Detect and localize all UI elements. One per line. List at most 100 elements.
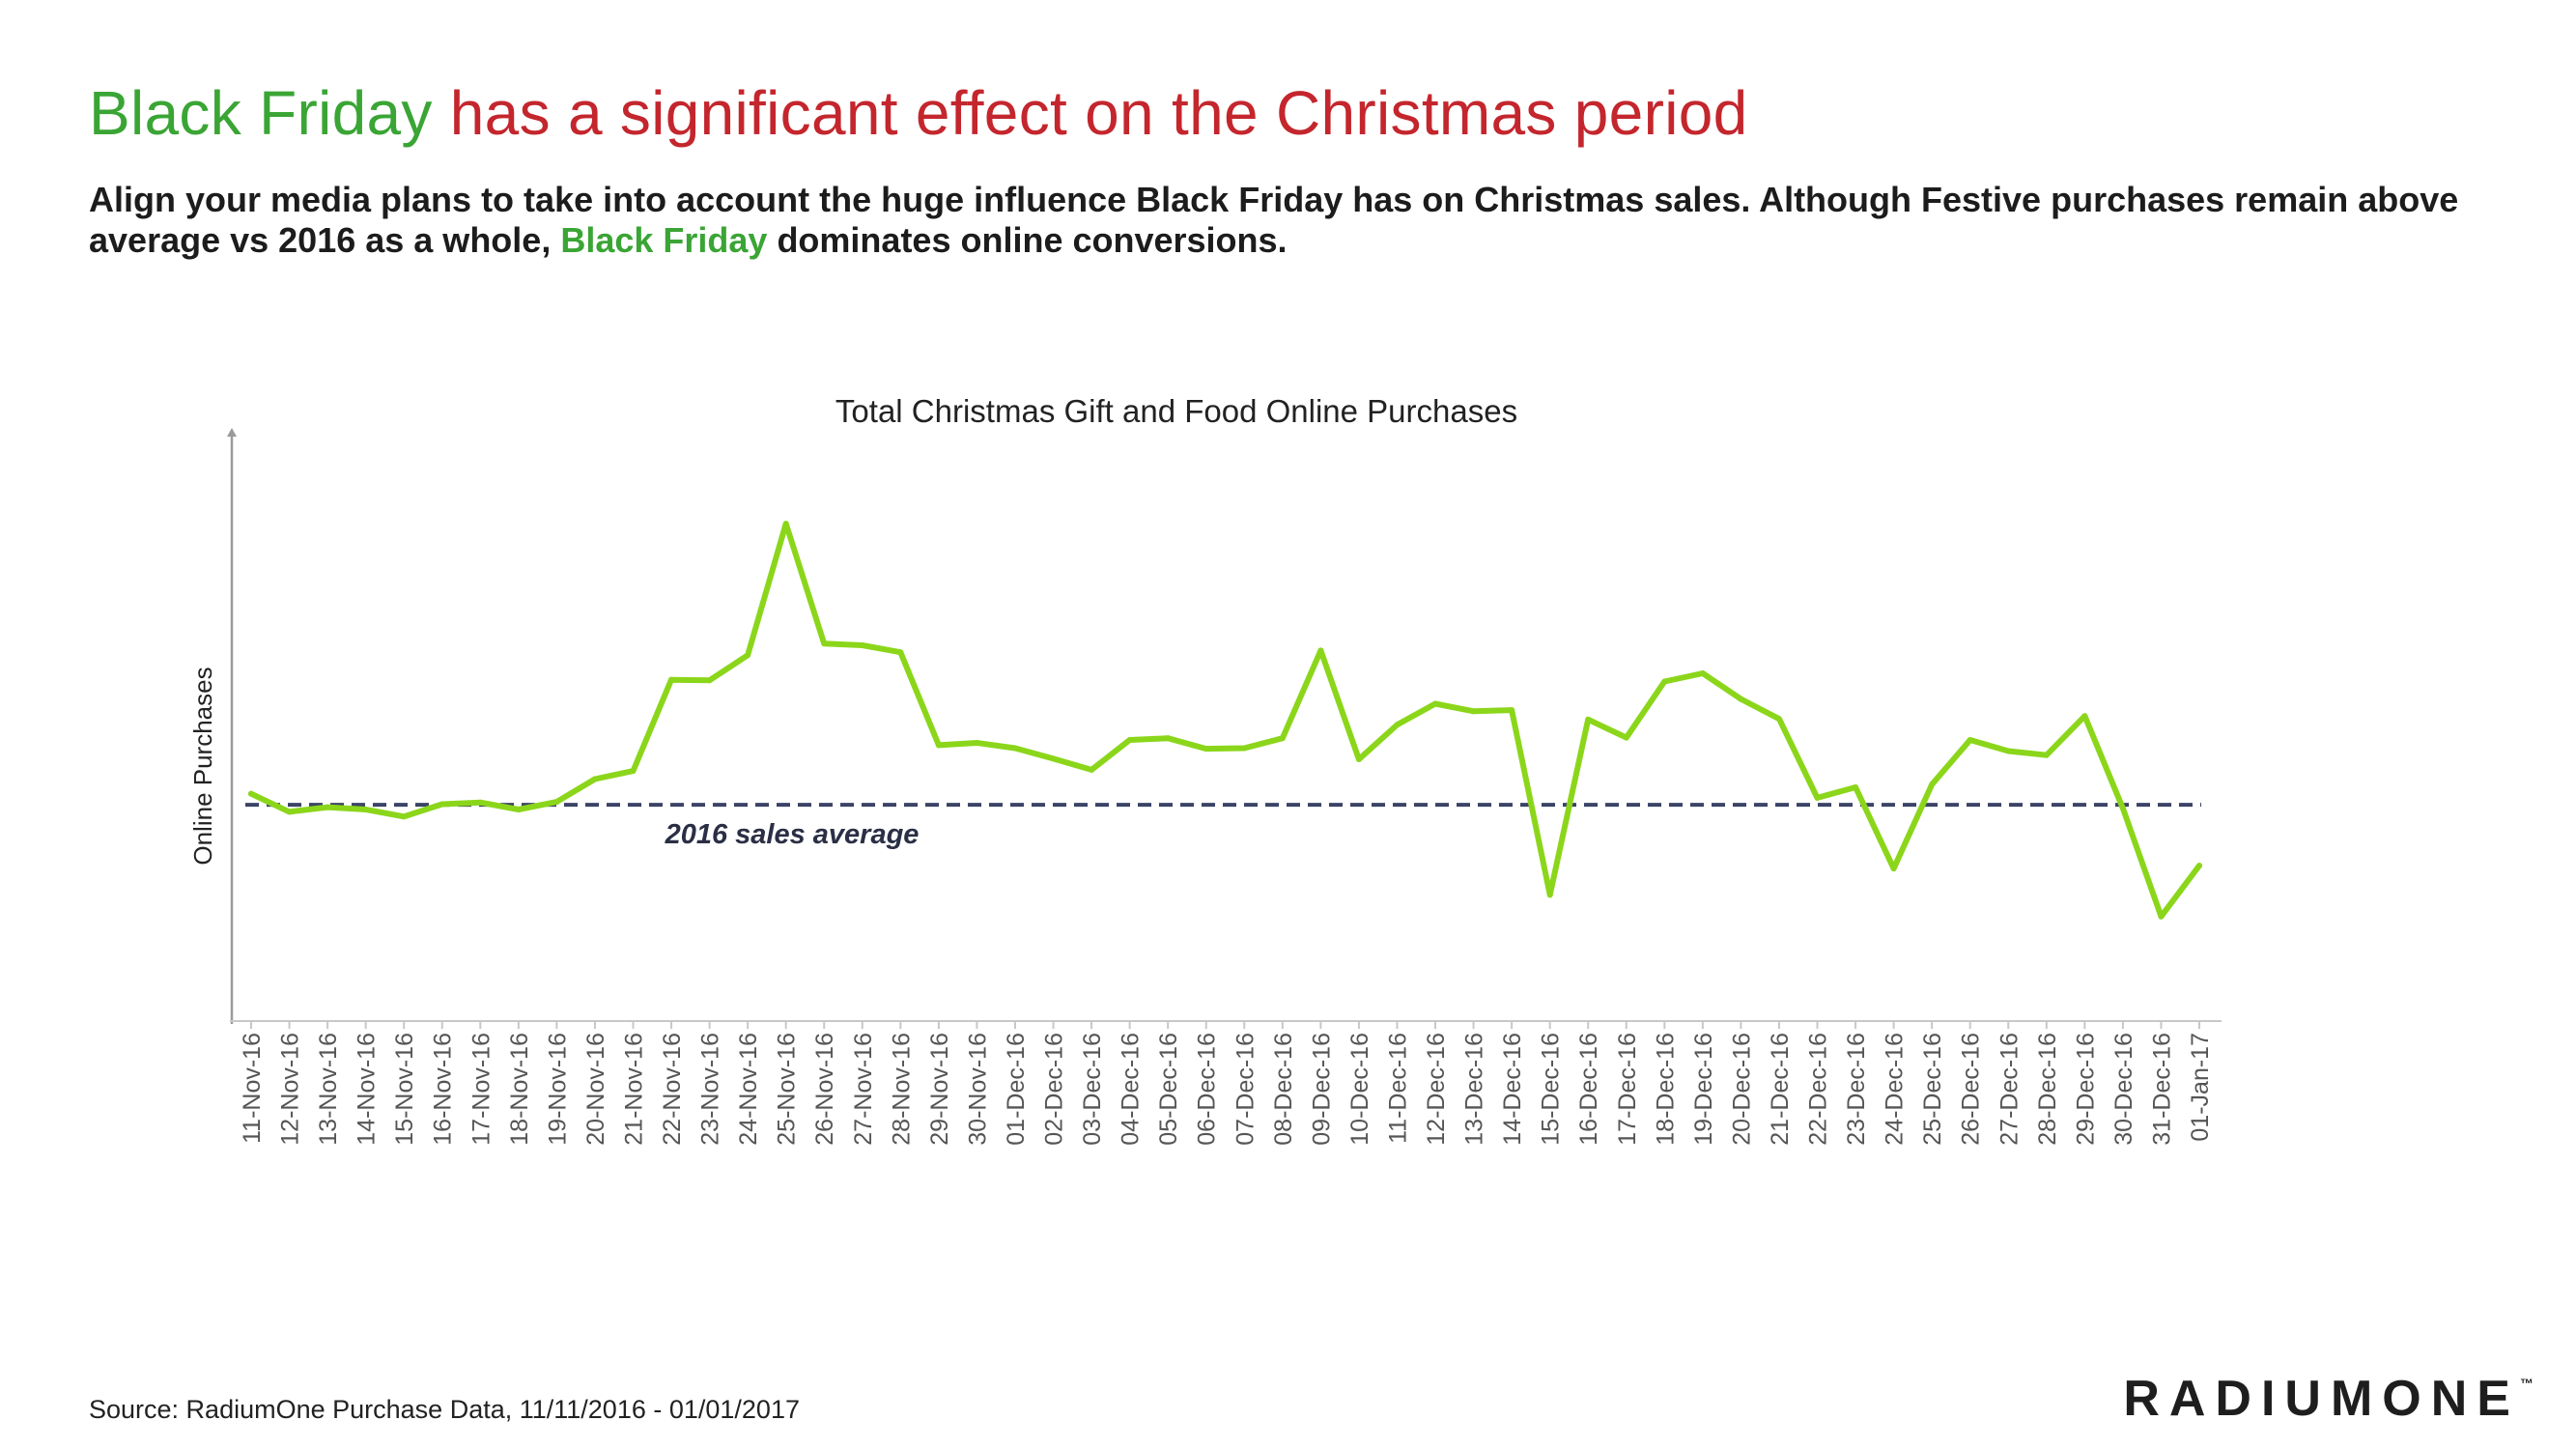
data-point [897,649,904,656]
x-axis-ticks [250,1021,2200,1029]
x-tick-label: 20-Nov-16 [582,1033,609,1146]
x-tick-label: 14-Nov-16 [354,1033,381,1146]
data-points [248,521,2202,920]
data-point [1853,784,1859,790]
data-point [1432,700,1439,707]
data-point [1165,735,1172,742]
data-point [1699,670,1706,677]
x-tick-label: 31-Dec-16 [2148,1033,2175,1146]
x-tick-label: 01-Jan-17 [2187,1033,2214,1142]
data-point [935,742,942,749]
x-tick-label: 28-Dec-16 [2034,1033,2061,1146]
data-point [1890,866,1897,872]
x-tick-label: 26-Dec-16 [1958,1033,1985,1146]
title-highlight: Black Friday [89,78,433,148]
x-tick-label: 12-Dec-16 [1423,1033,1450,1146]
x-tick-label: 13-Dec-16 [1461,1033,1488,1146]
x-tick-label: 23-Dec-16 [1843,1033,1870,1146]
x-tick-label: 27-Nov-16 [850,1033,877,1146]
x-tick-label: 30-Nov-16 [964,1033,991,1146]
x-tick-label: 23-Nov-16 [697,1033,724,1146]
data-point [974,740,980,747]
data-point [1585,716,1592,723]
data-point [1011,745,1018,752]
data-point [553,799,560,806]
data-point [821,640,828,647]
data-point [668,676,675,683]
data-point [1089,766,1095,773]
data-point [859,641,865,648]
chart-title: Total Christmas Gift and Food Online Pur… [835,393,1517,429]
x-tick-label: 17-Nov-16 [467,1033,495,1146]
data-point [286,809,293,815]
data-point [439,801,445,808]
data-point [1203,746,1209,753]
x-tick-label: 29-Dec-16 [2072,1033,2099,1146]
data-point [591,776,598,782]
page-title: Black Friday has a significant effect on… [89,77,1748,149]
data-point [1317,647,1324,654]
data-point [1241,745,1248,752]
data-point [1279,735,1286,742]
data-point [1126,736,1133,743]
data-point [1509,707,1515,714]
x-tick-label: 27-Dec-16 [1996,1033,2023,1146]
x-tick-label: 03-Dec-16 [1079,1033,1106,1146]
page-subtitle: Align your media plans to take into acco… [89,180,2523,261]
data-point [2005,748,2012,754]
data-point [1738,696,1744,702]
subtitle-text-2: dominates online conversions. [767,220,1288,260]
data-point [2081,713,2088,720]
x-tick-label: 07-Dec-16 [1231,1033,1259,1146]
radiumone-logo: RADIUMONE™ [2123,1370,2534,1428]
x-tick-label: 18-Nov-16 [506,1033,533,1146]
x-tick-label: 29-Nov-16 [926,1033,953,1146]
data-point [1394,722,1401,728]
data-point [782,521,789,527]
x-tick-label: 18-Dec-16 [1652,1033,1679,1146]
data-point [1355,755,1362,762]
title-rest: has a significant effect on the Christma… [432,78,1748,148]
data-point [1929,781,1936,787]
data-point [2043,752,2050,758]
data-point [1814,794,1821,801]
x-tick-label: 14-Dec-16 [1499,1033,1526,1146]
x-tick-label: 17-Dec-16 [1614,1033,1641,1146]
data-point [2158,913,2165,920]
x-tick-label: 16-Nov-16 [430,1033,457,1146]
reference-lines: 2016 sales average [245,803,2201,850]
x-tick-label: 16-Dec-16 [1575,1033,1602,1146]
data-point [2196,863,2202,869]
x-tick-label: 12-Nov-16 [277,1033,304,1146]
y-axis-label: Online Purchases [188,667,217,865]
x-tick-label: 06-Dec-16 [1194,1033,1221,1146]
x-tick-label: 11-Dec-16 [1384,1033,1411,1144]
data-point [362,806,369,812]
subtitle-text-1: Align your media plans to take into acco… [89,180,2459,260]
x-tick-label: 22-Dec-16 [1805,1033,1832,1146]
data-point [401,813,408,820]
x-tick-label: 30-Dec-16 [2110,1033,2137,1146]
x-tick-label: 21-Nov-16 [620,1033,647,1146]
x-tick-label: 01-Dec-16 [1003,1033,1030,1146]
data-point [1470,708,1477,715]
x-tick-label: 11-Nov-16 [239,1033,266,1144]
logo-text: RADIUMONE [2123,1371,2520,1427]
x-tick-label: 09-Dec-16 [1308,1033,1335,1146]
x-tick-label: 22-Nov-16 [659,1033,686,1146]
data-point [630,768,637,775]
reference-line-label: 2016 sales average [665,819,920,850]
logo-trademark: ™ [2520,1376,2534,1391]
data-point [515,806,522,812]
x-tick-label: 04-Dec-16 [1118,1033,1145,1146]
x-tick-label: 13-Nov-16 [315,1033,342,1146]
data-point [1546,892,1553,898]
data-point [248,790,254,797]
x-tick-label: 25-Dec-16 [1919,1033,1946,1146]
x-tick-label: 24-Nov-16 [735,1033,762,1146]
data-point [1967,736,1973,743]
data-point [1661,678,1668,685]
data-point [1775,716,1782,723]
data-series [248,521,2202,920]
